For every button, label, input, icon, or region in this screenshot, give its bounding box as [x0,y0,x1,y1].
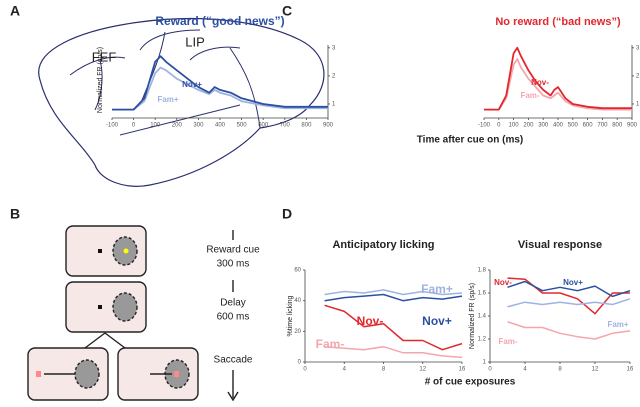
x-tick-label: 8 [382,367,386,373]
series-label: Fam- [520,91,539,100]
step-label: Delay [220,298,246,309]
series-line [507,321,631,340]
x-tick-label: 800 [612,123,623,129]
x-tick-label: 900 [627,123,638,129]
y-tick-label: 2 [332,73,336,79]
x-tick-label: 8 [558,367,562,373]
y-tick-label: 0 [298,360,302,366]
x-tick-label: 0 [132,123,136,129]
y-tick-label: 1.4 [478,314,487,320]
x-tick-label: 700 [597,123,608,129]
series-label: Nov+ [563,278,583,287]
y-tick-label: 40 [294,298,301,304]
y-tick-label: 1 [332,102,336,108]
x-tick-label: 4 [343,367,347,373]
step-label: 600 ms [217,312,250,323]
step-label: Reward cue [206,245,260,256]
series-line [324,345,463,359]
y-tick-label: 1.2 [478,337,487,343]
series-line [112,55,328,111]
y-tick-label: 1 [636,102,640,108]
chart-title: Reward (“good news”) [155,14,284,28]
x-tick-label: 16 [459,367,466,373]
x-tick-label: 200 [523,123,534,129]
y-axis-label: %time licking [287,295,294,336]
task-diagram [27,225,239,402]
series-label: Nov+ [182,80,202,89]
x-tick-label: 400 [553,123,564,129]
x-axis-label: # of cue exposures [425,377,516,388]
sulci [69,29,261,136]
series-label: Nov- [357,314,384,328]
series-label: Fam- [316,337,345,351]
series-line [484,46,632,111]
panel-label: A [10,3,20,19]
x-tick-label: 500 [568,123,579,129]
chart-title: Anticipatory licking [332,239,434,251]
panel-label: B [10,206,20,222]
x-tick-label: 800 [301,123,312,129]
x-tick-label: 0 [303,367,307,373]
series-label: Nov+ [422,314,452,328]
series-label: Fam+ [607,320,628,329]
y-tick-label: 3 [332,45,336,51]
x-tick-label: -100 [106,123,119,129]
series-label: Fam+ [157,95,178,104]
x-tick-label: 700 [280,123,291,129]
step-label: Saccade [214,355,253,366]
y-tick-label: 2 [636,73,640,79]
x-tick-label: 900 [323,123,334,129]
chart-title: No reward (“bad news”) [495,16,621,28]
x-tick-label: 0 [488,367,492,373]
series-line [507,277,630,315]
x-tick-label: 300 [538,123,549,129]
panel-label: D [282,206,292,222]
brain-outline [38,17,325,187]
series-label: Fam- [498,337,517,346]
x-tick-label: -100 [478,123,491,129]
x-tick-label: 16 [627,367,634,373]
series-line [324,293,463,302]
y-tick-label: 3 [636,45,640,51]
series-line [324,289,463,296]
x-tick-label: 0 [497,123,501,129]
series-line [484,58,632,111]
x-tick-label: 4 [523,367,527,373]
region-label: LIP [185,34,205,49]
x-tick-label: 600 [583,123,594,129]
step-label: 300 ms [217,259,250,270]
y-tick-label: 1.6 [478,291,487,297]
series-line [112,66,328,111]
y-tick-label: 20 [294,329,301,335]
x-tick-label: 300 [193,123,204,129]
series-label: Nov- [494,278,512,287]
x-tick-label: 600 [258,123,269,129]
y-tick-label: 1 [483,360,487,366]
x-tick-label: 100 [509,123,520,129]
x-axis-label: Time after cue on (ms) [417,135,524,146]
y-tick-label: 60 [294,268,301,274]
x-tick-label: 500 [237,123,248,129]
series-label: Fam+ [421,282,453,296]
series-label: Nov- [531,78,549,87]
series-line [507,298,631,308]
x-tick-label: 12 [592,367,599,373]
chart-title: Visual response [518,239,602,251]
x-tick-label: 100 [150,123,161,129]
region-label: FEF [92,49,117,64]
x-tick-label: 12 [419,367,426,373]
y-axis-label: Normalized FR (sp/s) [97,47,104,113]
panel-label: C [282,3,292,19]
x-tick-label: 400 [215,123,226,129]
x-tick-label: 200 [172,123,183,129]
series-line [324,304,463,351]
series-line [507,280,631,298]
y-axis-label: Normalized FR (sp/s) [469,283,476,349]
y-tick-label: 1.8 [478,268,487,274]
